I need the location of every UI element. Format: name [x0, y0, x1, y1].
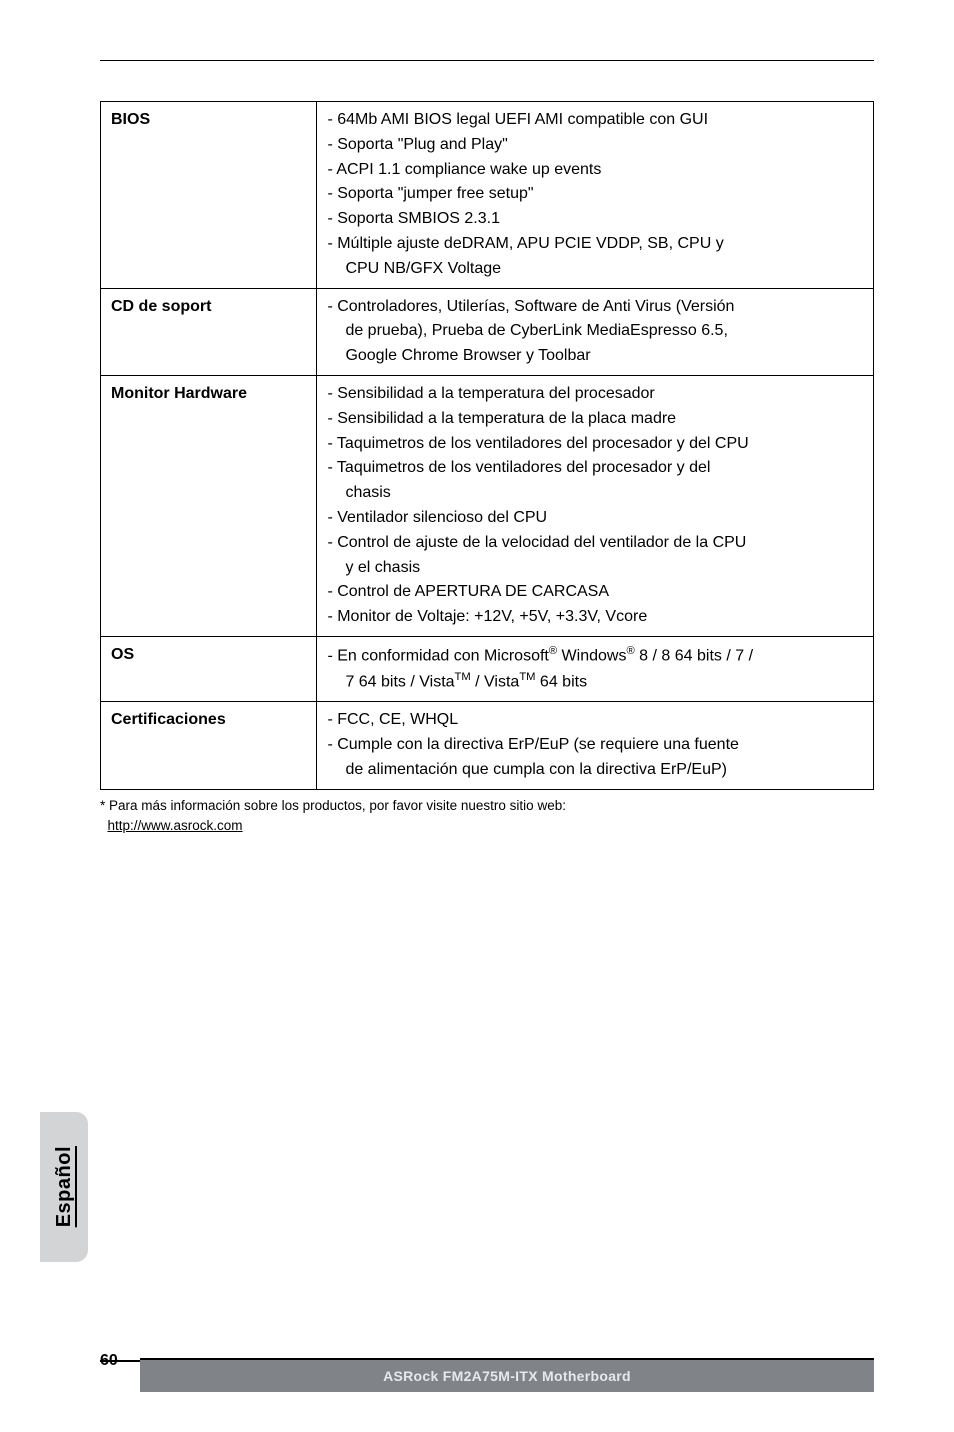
spec-line: - ACPI 1.1 compliance wake up events	[327, 158, 863, 183]
row-label: CD de soport	[101, 288, 317, 375]
spec-line: - Taquimetros de los ventiladores del pr…	[327, 432, 863, 457]
specifications-table: BIOS - 64Mb AMI BIOS legal UEFI AMI compa…	[100, 101, 874, 790]
spec-line: - Sensibilidad a la temperatura de la pl…	[327, 407, 863, 432]
spec-line: - Control de APERTURA DE CARCASA	[327, 580, 863, 605]
spec-line: - Ventilador silencioso del CPU	[327, 506, 863, 531]
spec-line: de alimentación que cumpla con la direct…	[327, 758, 863, 783]
row-content: - En conformidad con Microsoft® Windows®…	[317, 636, 874, 701]
spec-line: - En conformidad con Microsoft® Windows®…	[327, 643, 863, 669]
spec-line: - Control de ajuste de la velocidad del …	[327, 531, 863, 556]
table-row: Monitor Hardware - Sensibilidad a la temp…	[101, 375, 874, 636]
spec-line: - Soporta "jumper free setup"	[327, 182, 863, 207]
spec-line: - Sensibilidad a la temperatura del proc…	[327, 382, 863, 407]
language-side-tab: Español	[40, 1112, 88, 1262]
top-horizontal-rule	[100, 60, 874, 61]
spec-line: chasis	[327, 481, 863, 506]
footer-bar: ASRock FM2A75M-ITX Motherboard	[140, 1358, 874, 1392]
row-content: - Sensibilidad a la temperatura del proc…	[317, 375, 874, 636]
table-row: BIOS - 64Mb AMI BIOS legal UEFI AMI compa…	[101, 102, 874, 289]
bottom-rule-extension	[100, 1360, 140, 1362]
spec-line: de prueba), Prueba de CyberLink MediaEsp…	[327, 319, 863, 344]
row-content: - FCC, CE, WHQL- Cumple con la directiva…	[317, 702, 874, 789]
table-row: OS - En conformidad con Microsoft® Window…	[101, 636, 874, 701]
table-row: CD de soport - Controladores, Utilerías, …	[101, 288, 874, 375]
spec-line: - Soporta SMBIOS 2.3.1	[327, 207, 863, 232]
table-row: Certificaciones- FCC, CE, WHQL- Cumple c…	[101, 702, 874, 789]
footnote: * Para más información sobre los product…	[100, 796, 874, 837]
spec-line: - FCC, CE, WHQL	[327, 708, 863, 733]
spec-line: - Taquimetros de los ventiladores del pr…	[327, 456, 863, 481]
page: BIOS - 64Mb AMI BIOS legal UEFI AMI compa…	[0, 0, 954, 1432]
row-label: Monitor Hardware	[101, 375, 317, 636]
footer-bar-text: ASRock FM2A75M-ITX Motherboard	[383, 1368, 631, 1384]
table-body: BIOS - 64Mb AMI BIOS legal UEFI AMI compa…	[101, 102, 874, 790]
spec-line: y el chasis	[327, 556, 863, 581]
spec-line: CPU NB/GFX Voltage	[327, 257, 863, 282]
row-content: - Controladores, Utilerías, Software de …	[317, 288, 874, 375]
row-label: BIOS	[101, 102, 317, 289]
row-content: - 64Mb AMI BIOS legal UEFI AMI compatibl…	[317, 102, 874, 289]
row-label: Certificaciones	[101, 702, 317, 789]
spec-line: - Múltiple ajuste deDRAM, APU PCIE VDDP,…	[327, 232, 863, 257]
footnote-text: * Para más información sobre los product…	[100, 798, 566, 813]
footnote-link[interactable]: http://www.asrock.com	[108, 818, 243, 833]
spec-line: - Controladores, Utilerías, Software de …	[327, 295, 863, 320]
spec-line: - Soporta "Plug and Play"	[327, 133, 863, 158]
spec-line: - Monitor de Voltaje: +12V, +5V, +3.3V, …	[327, 605, 863, 630]
row-label: OS	[101, 636, 317, 701]
spec-line: 7 64 bits / VistaTM / VistaTM 64 bits	[327, 669, 863, 695]
spec-line: - Cumple con la directiva ErP/EuP (se re…	[327, 733, 863, 758]
language-label: Español	[53, 1146, 76, 1227]
spec-line: Google Chrome Browser y Toolbar	[327, 344, 863, 369]
spec-line: - 64Mb AMI BIOS legal UEFI AMI compatibl…	[327, 108, 863, 133]
